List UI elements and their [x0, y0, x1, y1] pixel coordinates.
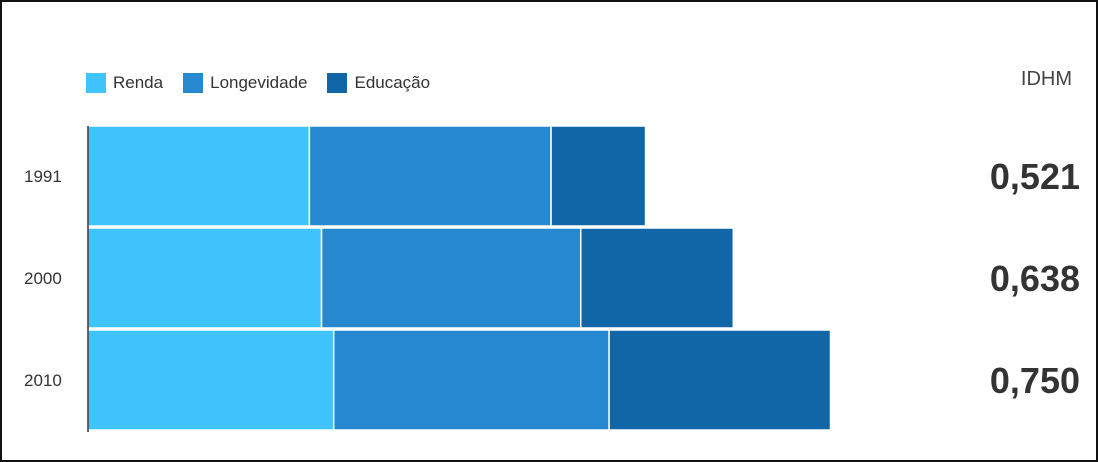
- bar-longevidade-2000: [320, 227, 582, 329]
- idhm-header: IDHM: [1020, 68, 1072, 90]
- bar-renda-2010: [87, 329, 335, 431]
- legend-item-renda: Renda: [86, 73, 163, 93]
- bar-longevidade-1991: [308, 125, 552, 227]
- idhm-value-2010: 0,750: [990, 360, 1080, 401]
- idhm-value-1991: 0,521: [990, 156, 1080, 197]
- bar-longevidade-2010: [332, 329, 610, 431]
- legend-swatch-renda: [86, 73, 106, 93]
- bar-educacao-2010: [608, 329, 832, 431]
- bar-renda-1991: [87, 125, 311, 227]
- year-label-1991: 1991: [24, 167, 62, 186]
- legend-label-renda: Renda: [113, 73, 164, 92]
- legend-swatch-educacao: [327, 73, 348, 93]
- legend: Renda Longevidade Educação: [86, 73, 450, 93]
- bar-educacao-1991: [550, 125, 647, 227]
- year-label-2010: 2010: [24, 371, 62, 390]
- idhm-value-2000: 0,638: [990, 258, 1080, 299]
- bar-educacao-2000: [580, 227, 735, 329]
- year-label-2000: 2000: [24, 269, 62, 288]
- legend-item-educacao: Educação: [327, 73, 430, 93]
- legend-label-longevidade: Longevidade: [210, 73, 308, 92]
- legend-swatch-longevidade: [183, 73, 204, 93]
- legend-item-longevidade: Longevidade: [183, 73, 307, 93]
- bar-renda-2000: [87, 227, 323, 329]
- legend-label-educacao: Educação: [354, 73, 431, 92]
